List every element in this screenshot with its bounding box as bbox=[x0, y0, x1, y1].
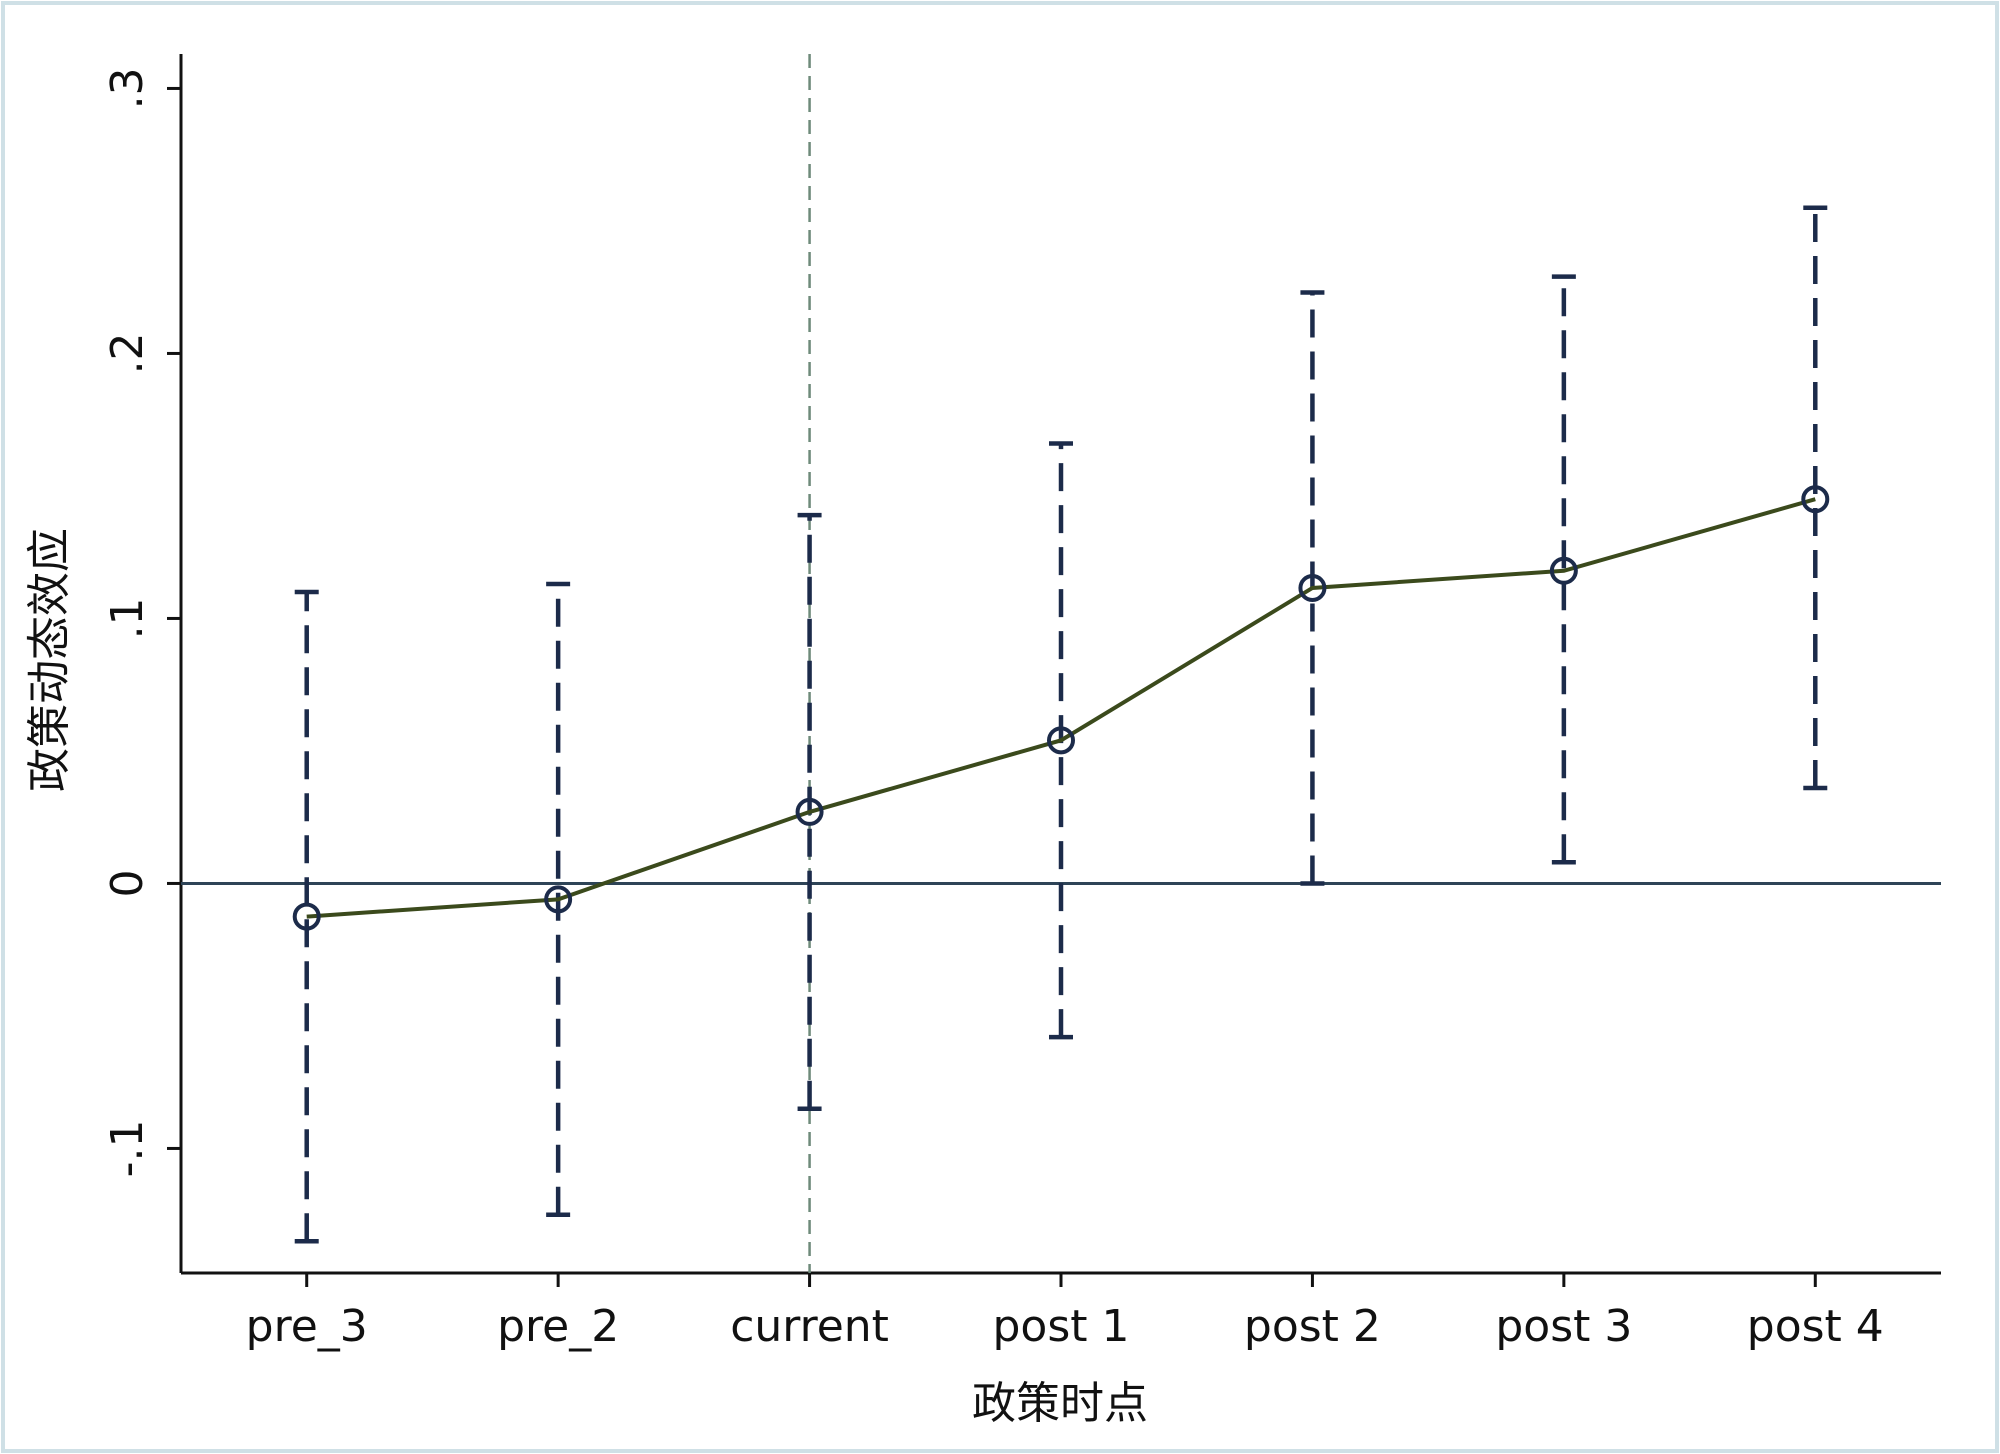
x-tick-label: post 2 bbox=[1244, 1301, 1381, 1352]
point bbox=[544, 885, 573, 914]
point bbox=[1298, 573, 1327, 602]
x-tick-label: post 1 bbox=[992, 1301, 1129, 1352]
y-tick-label: .3 bbox=[102, 67, 153, 109]
point bbox=[292, 902, 321, 931]
x-tick-label: pre_2 bbox=[497, 1301, 619, 1352]
x-tick-label: post 4 bbox=[1747, 1301, 1884, 1352]
point bbox=[1801, 485, 1830, 514]
series-line bbox=[306, 497, 1816, 919]
y-tick-label: -.1 bbox=[102, 1120, 153, 1178]
x-tick-label: current bbox=[730, 1301, 889, 1352]
x-tick-label: post 3 bbox=[1495, 1301, 1632, 1352]
point bbox=[1047, 726, 1075, 755]
y-tick-label: .1 bbox=[102, 597, 153, 639]
y-tick-label: 0 bbox=[102, 869, 153, 897]
x-axis-title: 政策时点 bbox=[972, 1378, 1148, 1429]
point bbox=[795, 797, 824, 826]
x-tick-label: pre_3 bbox=[246, 1301, 368, 1352]
y-axis-title: 政策动态效应 bbox=[24, 528, 75, 792]
point bbox=[1549, 556, 1578, 585]
y-tick-label: .2 bbox=[102, 332, 153, 374]
